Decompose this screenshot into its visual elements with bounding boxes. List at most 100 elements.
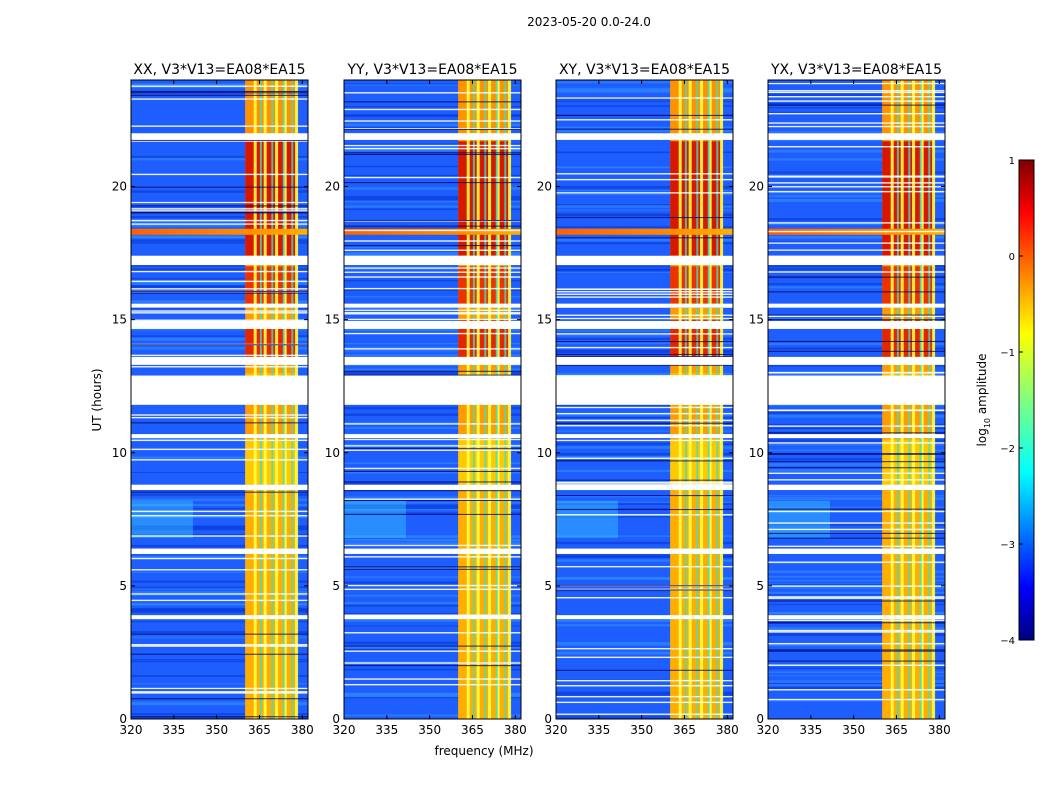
- flag-line: [344, 438, 521, 441]
- noise-stripe: [556, 87, 733, 89]
- noise-stripe: [131, 683, 308, 685]
- noise-stripe: [556, 651, 733, 654]
- flag-line: [131, 270, 308, 273]
- noise-stripe: [768, 458, 945, 461]
- dark-line: [768, 532, 945, 534]
- flag-line: [344, 229, 521, 232]
- rfi-line: [344, 228, 521, 235]
- flag-line: [768, 472, 945, 474]
- hot-band-segment: [670, 439, 722, 485]
- dark-line: [344, 245, 521, 247]
- dark-line: [768, 104, 945, 106]
- noise-stripe: [131, 277, 308, 280]
- noise-stripe: [131, 631, 308, 634]
- flag-line: [768, 100, 945, 102]
- x-tick-label: 380: [504, 723, 527, 737]
- dark-line: [131, 716, 308, 718]
- noise-stripe: [768, 686, 945, 690]
- noise-stripe: [768, 283, 945, 286]
- dark-line: [131, 94, 308, 96]
- flag-line: [556, 346, 733, 349]
- noise-stripe: [768, 562, 945, 564]
- flag-line: [344, 271, 521, 273]
- noise-stripe: [131, 660, 308, 663]
- flag-line: [556, 288, 733, 290]
- rfi-line: [131, 228, 308, 235]
- flag-line: [131, 692, 308, 694]
- noise-stripe: [556, 417, 733, 420]
- dark-line: [131, 653, 308, 655]
- dark-line: [131, 92, 308, 94]
- noise-stripe: [768, 523, 945, 526]
- data-gap: [344, 320, 521, 329]
- flag-line: [344, 445, 521, 447]
- noise-stripe: [768, 107, 945, 109]
- data-gap: [344, 133, 521, 140]
- noise-stripe: [344, 253, 521, 257]
- noise-stripe: [768, 683, 945, 686]
- y-tick-label: 10: [537, 446, 552, 460]
- dark-line: [344, 225, 521, 227]
- noise-stripe: [768, 111, 945, 114]
- noise-stripe: [768, 680, 945, 684]
- flag-line: [768, 90, 945, 92]
- noise-stripe: [344, 306, 521, 310]
- rfi-line: [556, 228, 733, 235]
- noise-stripe: [556, 508, 733, 510]
- noise-stripe: [556, 442, 733, 446]
- noise-stripe: [344, 649, 521, 652]
- noise-stripe: [768, 667, 945, 670]
- data-gap: [344, 484, 521, 491]
- noise-stripe: [131, 591, 308, 594]
- noise-stripe: [556, 205, 733, 208]
- hot-band-segment: [882, 141, 934, 256]
- noise-stripe: [768, 217, 945, 221]
- dark-line: [556, 353, 733, 355]
- dark-line: [131, 212, 308, 214]
- y-tick-label: 15: [749, 313, 764, 327]
- y-tick-label: 5: [119, 579, 127, 593]
- y-tick-label: 0: [332, 712, 340, 726]
- x-tick-label: 365: [461, 723, 484, 737]
- data-gap: [131, 320, 308, 329]
- noise-stripe: [344, 436, 521, 440]
- flag-line: [556, 483, 733, 485]
- noise-stripe: [344, 594, 521, 597]
- data-gap: [556, 356, 733, 365]
- data-gap: [768, 375, 945, 405]
- flag-line: [131, 85, 308, 87]
- data-gap: [131, 615, 308, 620]
- flag-line: [344, 120, 521, 122]
- flag-line: [768, 230, 945, 233]
- x-tick-label: 350: [418, 723, 441, 737]
- noise-stripe: [556, 554, 733, 558]
- noise-stripe: [344, 693, 521, 696]
- noise-stripe: [131, 659, 308, 661]
- dark-line: [344, 129, 521, 131]
- noise-stripe: [131, 610, 308, 613]
- noise-stripe: [556, 430, 733, 432]
- flag-line: [131, 535, 308, 537]
- dark-line: [556, 460, 733, 462]
- flag-line: [768, 585, 945, 587]
- flag-line: [344, 348, 521, 350]
- noise-stripe: [344, 127, 521, 130]
- noise-stripe: [556, 100, 733, 102]
- noise-stripe: [556, 516, 733, 518]
- x-tick-label: 335: [162, 723, 185, 737]
- noise-stripe: [556, 556, 733, 558]
- noise-stripe: [556, 194, 733, 196]
- noise-stripe: [131, 155, 308, 159]
- noise-stripe: [344, 270, 521, 273]
- y-tick-label: 5: [756, 579, 764, 593]
- noise-stripe: [768, 586, 945, 589]
- flag-line: [344, 144, 521, 147]
- noise-stripe: [131, 346, 308, 350]
- data-gap: [344, 375, 521, 405]
- panel-frame: [130, 79, 309, 720]
- noise-stripe: [344, 612, 521, 616]
- data-gap: [344, 255, 521, 266]
- data-gap: [131, 303, 308, 308]
- noise-stripe: [768, 633, 945, 637]
- noise-stripe: [768, 633, 945, 635]
